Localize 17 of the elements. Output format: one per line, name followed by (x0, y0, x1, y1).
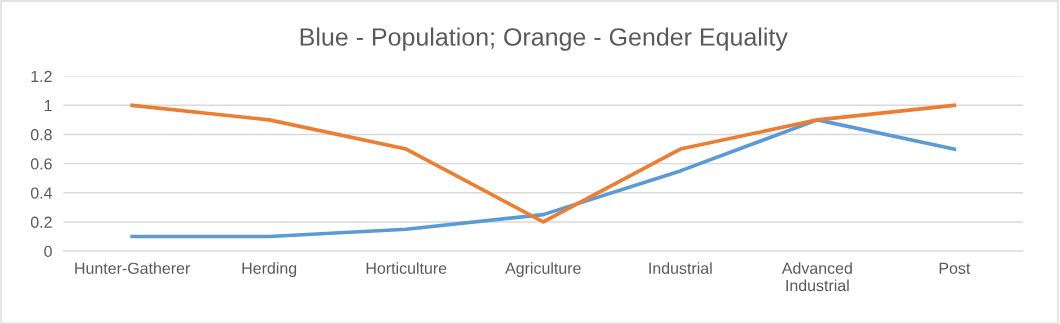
x-tick-label: Advanced Industrial (781, 262, 852, 292)
x-tick-label: Industrial (649, 262, 712, 274)
x-tick-label: Agriculture (505, 262, 581, 278)
y-tick-label: 0.6 (30, 158, 52, 170)
y-tick-label: 0.2 (30, 216, 52, 228)
y-tick-label: 0.4 (30, 187, 53, 199)
line-series (130, 103, 957, 224)
line-series (130, 118, 957, 239)
chart-title: Blue - Population; Orange - Gender Equality (300, 27, 788, 51)
x-tick-label: Horticulture (366, 262, 447, 274)
y-tick-label: 0 (44, 245, 52, 258)
y-tick-label: 1.2 (31, 70, 52, 82)
y-tick-label: 0.8 (30, 129, 52, 141)
x-tick-label: Herding (242, 262, 297, 278)
x-tick-label: Hunter-Gatherer (75, 262, 191, 274)
x-tick-label: Post (939, 262, 971, 274)
y-tick-label: 1 (44, 100, 52, 112)
